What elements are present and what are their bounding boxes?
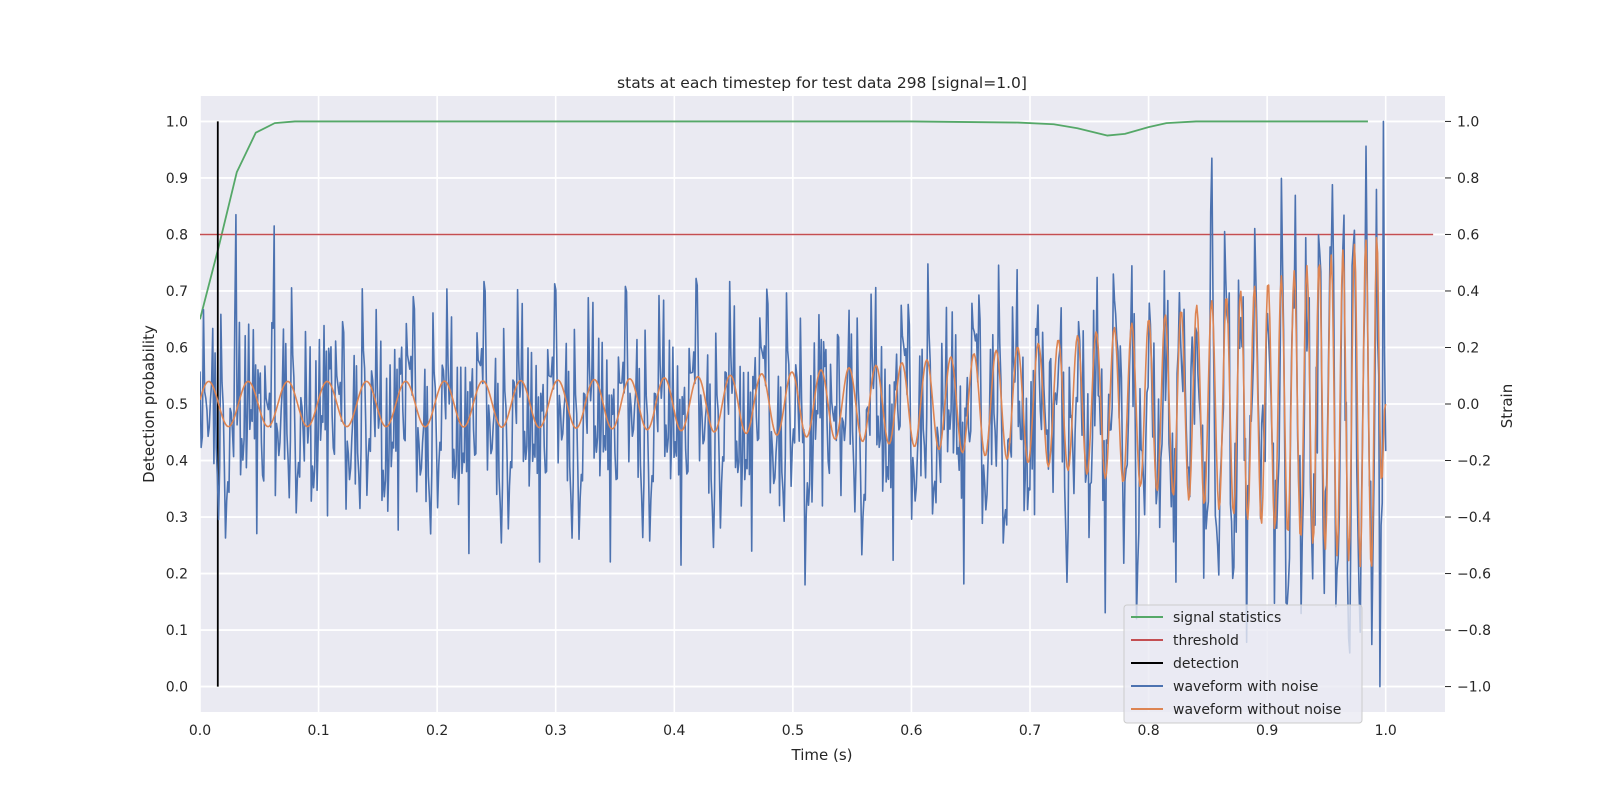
legend-entry-threshold: threshold [1131,633,1239,649]
x-tick-label: 0.9 [1256,723,1278,739]
y-left-tick-label: 0.1 [166,623,188,639]
x-tick-label: 0.4 [663,723,685,739]
y-right-tick-label: 1.0 [1457,114,1479,130]
y-left-tick-label: 0.3 [166,510,188,526]
y-right-tick-label: −1.0 [1457,680,1491,696]
series-layer [200,120,1434,688]
legend-label-waveform-with-noise: waveform with noise [1173,679,1318,695]
legend-label-waveform-without-noise: waveform without noise [1173,702,1341,718]
x-tick-label: 0.3 [545,723,567,739]
x-tick-label: 1.0 [1375,723,1397,739]
line-signal-statistics [200,120,1368,320]
legend-entry-detection: detection [1131,656,1239,672]
chart-title: stats at each timestep for test data 298… [617,74,1027,92]
y-left-tick-label: 0.7 [166,284,188,300]
x-tick-label: 0.0 [189,723,211,739]
y-left-tick-label: 0.8 [166,227,188,243]
legend-entry-signal-statistics: signal statistics [1131,610,1281,626]
x-tick-label: 0.7 [1019,723,1041,739]
x-tick-label: 0.8 [1137,723,1159,739]
y-right-tick-label: −0.4 [1457,510,1491,526]
legend-entry-waveform-with-noise: waveform with noise [1131,679,1318,695]
legend-label-signal-statistics: signal statistics [1173,610,1281,626]
y-left-axis-title: Detection probability [140,325,158,483]
y-left-tick-label: 0.5 [166,397,188,413]
y-left-tick-label: 0.9 [166,171,188,187]
legend-label-threshold: threshold [1173,633,1239,649]
axes: 0.0 0.1 0.2 0.3 0.4 0.5 0.6 0.7 0.8 0.9 1.0 0.0 0.1 0… [166,114,1491,739]
legend-label-detection: detection [1173,656,1239,672]
y-left-tick-label: 0.2 [166,567,188,583]
legend-box [1123,604,1363,724]
line-waveform-without-noise [200,236,1387,568]
y-right-tick-label: 0.8 [1457,171,1479,187]
y-left-tick-label: 0.0 [166,680,188,696]
y-left-tick-label: 0.4 [166,454,188,470]
y-right-tick-label: −0.2 [1457,454,1491,470]
y-right-tick-label: −0.6 [1457,567,1491,583]
x-axis-title: Time (s) [791,746,853,764]
x-tick-label: 0.2 [426,723,448,739]
y-right-tick-label: 0.2 [1457,340,1479,356]
y-right-tick-label: −0.8 [1457,623,1491,639]
y-left-tick-label: 0.6 [166,340,188,356]
legend: signal statistics threshold detection wa… [1123,604,1363,724]
legend-entry-waveform-without-noise: waveform without noise [1131,702,1341,718]
x-tick-label: 0.1 [307,723,329,739]
y-right-tick-label: 0.4 [1457,284,1479,300]
y-right-axis-title: Strain [1498,384,1516,428]
line-waveform-with-noise [200,120,1387,688]
x-tick-label: 0.6 [900,723,922,739]
y-left-tick-label: 1.0 [166,114,188,130]
y-right-tick-label: 0.6 [1457,227,1479,243]
y-right-tick-label: 0.0 [1457,397,1479,413]
x-tick-label: 0.5 [782,723,804,739]
